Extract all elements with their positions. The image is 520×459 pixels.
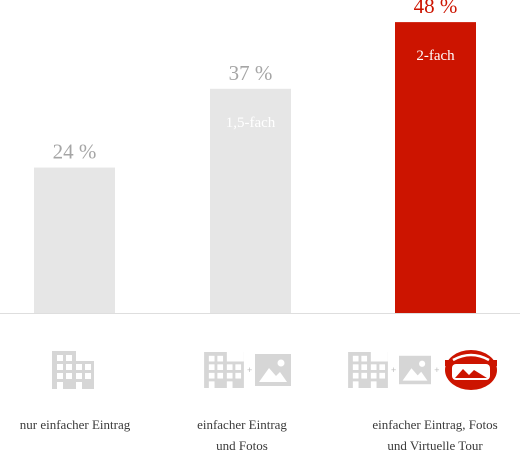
category-label-line: einfacher Eintrag, Fotos (372, 417, 498, 432)
building-icon (348, 352, 388, 388)
bar-3 (395, 22, 476, 314)
virtual-tour-goggles-icon (443, 348, 499, 392)
category-label-line: und Fotos (216, 438, 268, 453)
multiplier-label-3: 2-fach (416, 48, 455, 64)
category-label-2: einfacher Eintrag und Fotos (157, 414, 327, 456)
image-icon (399, 355, 432, 385)
category-label-line: nur einfacher Eintrag (19, 417, 131, 432)
bar-2 (210, 88, 291, 313)
value-label-3: 48 % (414, 0, 458, 18)
multiplier-label-2: 1,5-fach (226, 115, 276, 131)
bar-1 (34, 167, 115, 313)
icons-category-2: + (204, 350, 292, 390)
value-label-1: 24 % (53, 140, 97, 164)
category-label-line: und Virtuelle Tour (387, 438, 483, 453)
value-label-2: 37 % (229, 61, 273, 85)
image-icon (255, 354, 292, 386)
plus-sign: + (434, 365, 440, 375)
category-label-1: nur einfacher Eintrag (0, 414, 160, 435)
plus-sign: + (247, 365, 253, 375)
building-icon (204, 352, 244, 388)
icons-category-3: + + (348, 350, 499, 390)
category-label-line: einfacher Eintrag (197, 417, 287, 432)
building-icon (52, 351, 94, 389)
icons-category-1 (52, 350, 94, 390)
plus-sign: + (391, 365, 397, 375)
category-label-3: einfacher Eintrag, Fotos und Virtuelle T… (350, 414, 520, 456)
